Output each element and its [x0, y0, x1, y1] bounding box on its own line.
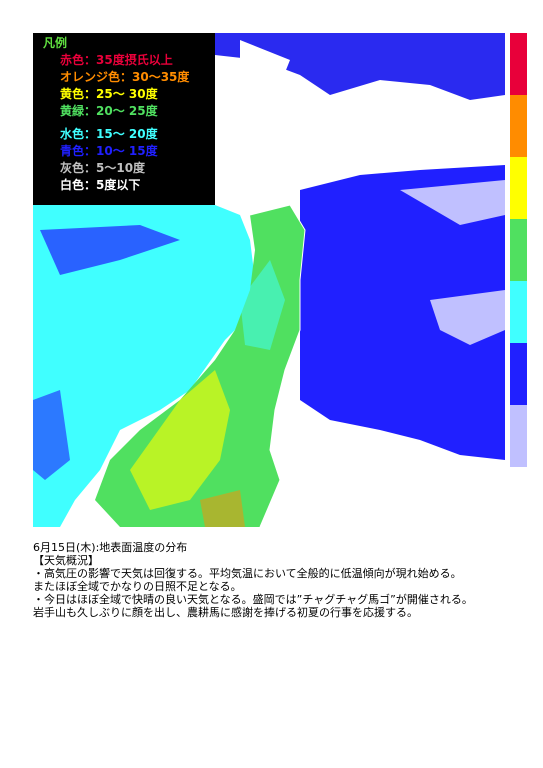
- west-sea: [33, 205, 255, 527]
- summary-heading: 【天気概況】: [33, 554, 99, 567]
- land-north: [240, 40, 290, 110]
- color-bar: [510, 157, 527, 219]
- legend-item: 灰色：5～10度: [60, 161, 146, 175]
- east-patch: [400, 180, 505, 225]
- east-sea: [300, 165, 505, 460]
- legend-item: 白色：5度以下: [60, 178, 141, 192]
- coastline: [249, 204, 306, 528]
- summary-line: ・高気圧の影響で天気は回復する。平均気温において全般的に低温傾向が現れ始める。: [33, 567, 462, 580]
- north-sea: [215, 33, 505, 100]
- land-warm: [130, 370, 230, 510]
- land-warm: [200, 490, 245, 527]
- legend-item: 黄色：25～ 30度: [60, 87, 158, 101]
- caption: 6月15日(木):地表面温度の分布: [33, 541, 188, 554]
- land-cool: [240, 260, 285, 350]
- west-sea-patch: [33, 390, 70, 480]
- legend-item: オレンジ色：30～35度: [60, 70, 190, 84]
- notes: 6月15日(木):地表面温度の分布 【天気概況】 ・高気圧の影響で天気は回復する…: [33, 541, 513, 619]
- legend-item: 水色：15～ 20度: [60, 127, 158, 141]
- legend-item: 赤色：35度摂氏以上: [60, 53, 173, 67]
- color-bar: [510, 281, 527, 343]
- west-sea-patch: [40, 225, 180, 275]
- color-bar: [510, 343, 527, 405]
- summary-line: 岩手山も久しぶりに顔を出し、農耕馬に感謝を捧げる初夏の行事を応援する。: [33, 606, 418, 619]
- summary-line: ・今日はほぼ全域で快晴の良い天気となる。盛岡では”チャグチャグ馬ゴ”が開催される…: [33, 593, 473, 606]
- color-bar: [510, 33, 527, 95]
- summary-line: またほぼ全域でかなりの日照不足となる。: [33, 580, 242, 593]
- east-patch: [430, 290, 505, 345]
- color-bar: [510, 405, 527, 467]
- color-bar: [510, 95, 527, 157]
- legend-item: 青色：10～ 15度: [60, 144, 158, 158]
- legend-title: 凡例: [43, 36, 68, 50]
- color-bar: [510, 219, 527, 281]
- legend: 凡例 赤色：35度摂氏以上オレンジ色：30～35度 黄色：25～ 30度 黄緑：20…: [33, 33, 215, 205]
- legend-item: 黄緑：20～ 25度: [60, 104, 158, 118]
